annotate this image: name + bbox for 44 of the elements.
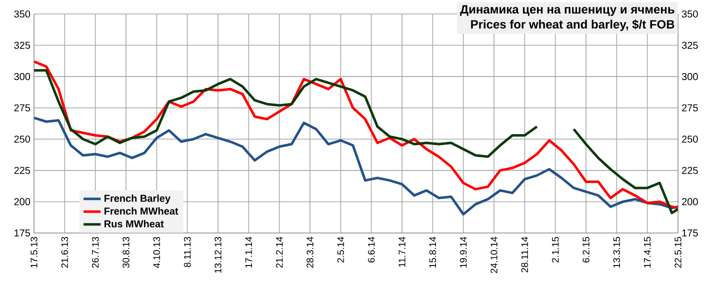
x-tick-label: 17.5.13: [30, 236, 38, 268]
line-series: [34, 116, 678, 216]
y2-tick-label: 200: [682, 198, 698, 206]
x-tick-label: 6.6.14: [368, 236, 375, 262]
x-tick-label: 30.8.13: [122, 236, 130, 268]
x-tick-label: 2.5.14: [337, 236, 344, 262]
x-tick-label: 19.9.14: [460, 236, 467, 268]
x-tick-label: 6.2.15: [582, 236, 590, 262]
y-tick-label: 275: [14, 104, 30, 112]
chart-title: Динамика цен на пшеницу и ячмень: [460, 5, 674, 16]
x-tick-label: 13.3.15: [613, 236, 620, 268]
legend-label: French Barley: [104, 194, 170, 204]
y2-tick-label: 300: [682, 73, 698, 80]
y2-tick-label: 175: [682, 230, 698, 236]
y-tick-label: 225: [14, 166, 30, 174]
legend-label: Rus MWheat: [104, 220, 164, 228]
x-tick-label: 24.10.14: [490, 236, 498, 274]
x-tick-label: 28.11.14: [521, 236, 528, 272]
y-tick-label: 200: [14, 198, 30, 206]
y2-tick-label: 250: [682, 136, 698, 143]
y2-tick-label: 225: [682, 166, 698, 174]
y-tick-label: 250: [14, 136, 30, 143]
y2-tick-label: 350: [682, 10, 698, 18]
x-tick-label: 8.11.13: [184, 236, 191, 268]
x-tick-label: 21.2.14: [276, 236, 283, 268]
x-tick-label: 17.1.14: [245, 236, 252, 268]
x-tick-label: 21.6.13: [61, 236, 68, 268]
y2-tick-label: 325: [682, 42, 698, 49]
y-tick-label: 175: [14, 230, 30, 236]
x-tick-label: 15.8.14: [429, 236, 436, 268]
x-tick-label: 2.1.15: [552, 236, 559, 262]
y-tick-label: 350: [14, 10, 30, 18]
y-tick-label: 300: [14, 73, 30, 80]
chart-subtitle: Prices for wheat and barley, $/t FOB: [471, 20, 674, 31]
legend-label: French MWheat: [104, 207, 178, 215]
x-tick-label: 22.5.15: [674, 236, 682, 268]
x-tick-label: 26.7.13: [92, 236, 99, 268]
x-tick-label: 13.12.13: [214, 236, 222, 273]
y2-tick-label: 275: [682, 104, 698, 112]
x-tick-label: 17.4.15: [644, 236, 651, 268]
x-tick-label: 11.7.14: [398, 236, 406, 267]
x-tick-label: 4.10.13: [153, 236, 160, 268]
y-tick-label: 325: [14, 42, 30, 49]
x-tick-label: 28.3.14: [306, 236, 314, 268]
